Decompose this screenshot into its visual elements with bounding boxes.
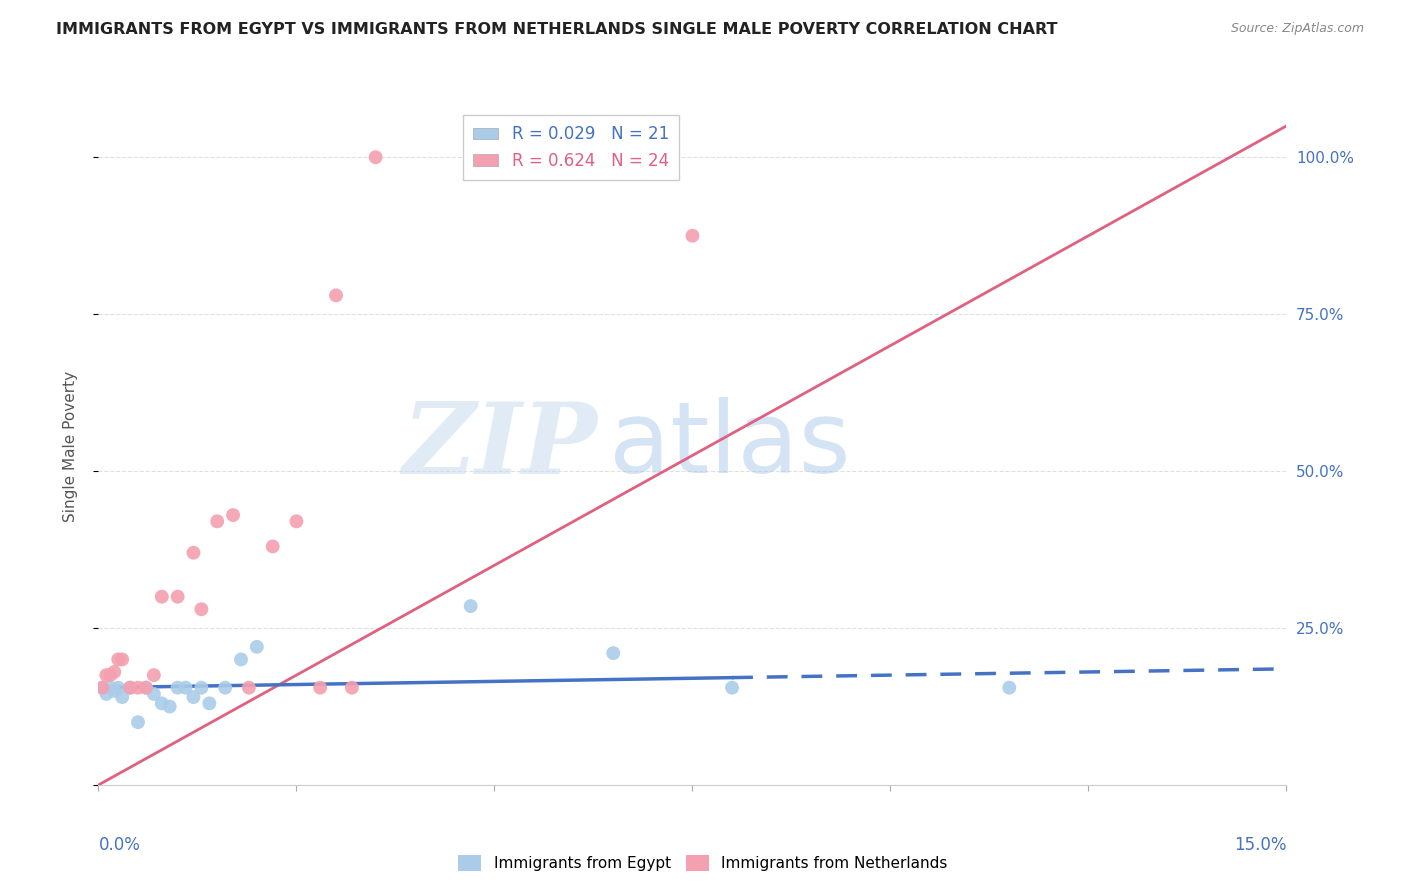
Point [682, 228, 704, 243]
Point [103, 683, 125, 698]
Point [166, 590, 188, 604]
Point [174, 681, 197, 695]
Point [150, 697, 173, 711]
Point [98, 668, 121, 682]
Point [246, 640, 269, 654]
Point [309, 681, 332, 695]
Point [142, 687, 165, 701]
Point [166, 681, 188, 695]
Point [150, 590, 173, 604]
Point [229, 652, 252, 666]
Point [721, 681, 744, 695]
Point [998, 681, 1021, 695]
Text: 15.0%: 15.0% [1234, 836, 1286, 854]
Point [183, 690, 205, 704]
Text: ZIP: ZIP [402, 398, 598, 494]
Point [135, 681, 157, 695]
Point [111, 652, 134, 666]
Point [135, 681, 157, 695]
Y-axis label: Single Male Poverty: Single Male Poverty [63, 370, 77, 522]
Point [602, 646, 624, 660]
Point [262, 540, 284, 554]
Text: atlas: atlas [609, 398, 851, 494]
Point [190, 681, 212, 695]
Point [364, 150, 387, 164]
Text: Source: ZipAtlas.com: Source: ZipAtlas.com [1230, 22, 1364, 36]
Point [120, 681, 142, 695]
Point [91, 681, 114, 695]
Point [222, 508, 245, 522]
Text: 0.0%: 0.0% [98, 836, 141, 854]
Point [107, 681, 129, 695]
Point [120, 681, 142, 695]
Point [127, 715, 149, 730]
Point [214, 681, 236, 695]
Point [111, 690, 134, 704]
Point [190, 602, 212, 616]
Point [460, 599, 482, 613]
Point [96, 668, 118, 682]
Point [127, 681, 149, 695]
Point [103, 665, 125, 679]
Point [107, 652, 129, 666]
Point [285, 514, 308, 528]
Point [98, 681, 121, 695]
Point [96, 687, 118, 701]
Point [91, 681, 114, 695]
Point [183, 546, 205, 560]
Point [142, 668, 165, 682]
Text: IMMIGRANTS FROM EGYPT VS IMMIGRANTS FROM NETHERLANDS SINGLE MALE POVERTY CORRELA: IMMIGRANTS FROM EGYPT VS IMMIGRANTS FROM… [56, 22, 1057, 37]
Point [340, 681, 363, 695]
Point [159, 699, 181, 714]
Legend: Immigrants from Egypt, Immigrants from Netherlands: Immigrants from Egypt, Immigrants from N… [453, 849, 953, 877]
Legend: R = 0.029   N = 21, R = 0.624   N = 24: R = 0.029 N = 21, R = 0.624 N = 24 [463, 115, 679, 179]
Point [238, 681, 260, 695]
Point [207, 514, 229, 528]
Point [198, 697, 221, 711]
Point [325, 288, 347, 302]
